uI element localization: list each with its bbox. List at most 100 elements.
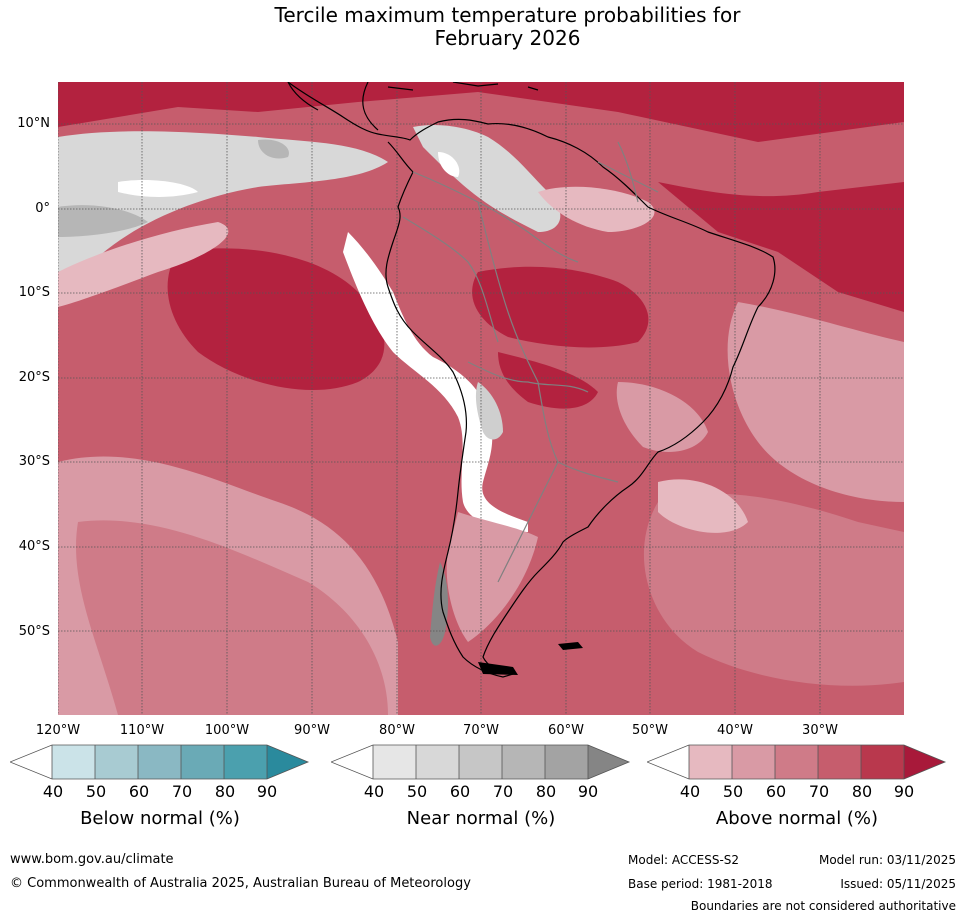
country-borders [402, 141, 659, 583]
lon-label-60w: 60°W [548, 723, 584, 738]
lat-label-20s: 20°S [18, 370, 50, 385]
near-tick-90: 90 [577, 782, 599, 801]
field-light-atlantic-2 [658, 479, 748, 533]
near-swatch-40-50 [373, 745, 416, 779]
above-tick-40: 40 [679, 782, 701, 801]
tierra-del-fuego [478, 662, 518, 675]
above-tick-80: 80 [851, 782, 873, 801]
below-tick-40: 40 [42, 782, 64, 801]
lon-label-120w: 120°W [35, 723, 81, 738]
above-swatch-lt40 [647, 745, 689, 779]
colorbar-below-normal [10, 744, 310, 780]
footer-disclaimer: Boundaries are not considered authoritat… [690, 899, 956, 913]
field-dark-northeast [658, 182, 904, 312]
below-normal-caption: Below normal (%) [80, 808, 240, 829]
above-tick-70: 70 [808, 782, 830, 801]
lat-label-10s: 10°S [18, 285, 50, 300]
field-white-pacific [118, 180, 198, 197]
above-tick-90: 90 [893, 782, 915, 801]
below-swatch-70-80 [181, 745, 224, 779]
field-light-brazil-east [616, 382, 708, 452]
above-swatch-80-90 [861, 745, 904, 779]
footer-base-period: Base period: 1981-2018 [628, 877, 773, 891]
near-tick-40: 40 [363, 782, 385, 801]
below-swatch-80-90 [224, 745, 267, 779]
above-swatch-70-80 [818, 745, 861, 779]
below-tick-50: 50 [85, 782, 107, 801]
footer-copyright: © Commonwealth of Australia 2025, Austra… [10, 876, 471, 891]
near-swatch-gt90 [588, 745, 629, 779]
lat-label-0: 0° [35, 201, 50, 216]
above-tick-50: 50 [722, 782, 744, 801]
below-tick-60: 60 [128, 782, 150, 801]
below-tick-90: 90 [256, 782, 278, 801]
map-svg [58, 82, 904, 715]
field-near-normal-north-sa [413, 125, 561, 232]
footer-url[interactable]: www.bom.gov.au/climate [10, 852, 174, 867]
below-swatch-40-50 [52, 745, 95, 779]
near-swatch-70-80 [502, 745, 545, 779]
field-white-north-sa [438, 152, 460, 177]
field-patagonia-grey [430, 562, 448, 646]
below-swatch-gt90 [267, 745, 308, 779]
below-tick-70: 70 [171, 782, 193, 801]
lon-label-70w: 70°W [463, 723, 499, 738]
below-swatch-60-70 [138, 745, 181, 779]
falkland-islands [558, 642, 583, 650]
footer-issued: Issued: 05/11/2025 [840, 877, 956, 891]
near-swatch-50-60 [416, 745, 459, 779]
lon-label-80w: 80°W [379, 723, 415, 738]
caribbean-islands [387, 82, 539, 91]
field-dark-pacific [167, 248, 385, 391]
near-tick-80: 80 [535, 782, 557, 801]
field-mid-pacific-south [76, 520, 388, 715]
lat-label-30s: 30°S [18, 454, 50, 469]
legend-near-normal: 40 50 60 70 80 90 Near normal (%) [331, 742, 631, 842]
field-light-atlantic [727, 302, 904, 502]
field-near-normal-pacific-dark [58, 205, 148, 237]
legend-below-normal: 40 50 60 70 80 90 Below normal (%) [10, 742, 310, 842]
title-line-1: Tercile maximum temperature probabilitie… [274, 3, 741, 27]
map-title: Tercile maximum temperature probabilitie… [0, 4, 965, 50]
lon-label-30w: 30°W [802, 723, 838, 738]
above-swatch-50-60 [732, 745, 775, 779]
probability-map [58, 82, 904, 715]
below-tick-80: 80 [214, 782, 236, 801]
below-swatch-lt40 [10, 745, 52, 779]
lon-label-40w: 40°W [717, 723, 753, 738]
lon-label-100w: 100°W [204, 723, 250, 738]
field-near-normal-pacific [58, 131, 388, 287]
south-america-coastline [287, 82, 776, 678]
footer-model-run: Model run: 03/11/2025 [818, 853, 956, 867]
field-andes-grey [475, 382, 503, 440]
near-tick-70: 70 [492, 782, 514, 801]
near-normal-caption: Near normal (%) [406, 808, 556, 829]
field-dark-central [498, 352, 598, 409]
lat-label-40s: 40°S [18, 539, 50, 554]
above-swatch-60-70 [775, 745, 818, 779]
near-tick-50: 50 [406, 782, 428, 801]
lon-label-50w: 50°W [632, 723, 668, 738]
field-dark-north-band [58, 82, 904, 142]
lat-label-10n: 10°N [17, 116, 50, 131]
lon-label-90w: 90°W [294, 723, 330, 738]
colorbar-above-normal [647, 744, 947, 780]
above-swatch-gt90 [904, 745, 945, 779]
above-normal-caption: Above normal (%) [715, 808, 879, 829]
central-america-coastline [287, 82, 379, 131]
legend-above-normal: 40 50 60 70 80 90 Above normal (%) [647, 742, 947, 842]
lat-label-50s: 50°S [18, 624, 50, 639]
field-dark-amazon [472, 266, 649, 348]
footer-model: Model: ACCESS-S2 [628, 853, 740, 867]
above-swatch-40-50 [689, 745, 732, 779]
field-patagonia-light [446, 512, 538, 642]
field-light-pacific-north [58, 222, 229, 307]
lon-label-110w: 110°W [119, 723, 165, 738]
near-swatch-80-90 [545, 745, 588, 779]
below-swatch-50-60 [95, 745, 138, 779]
above-tick-60: 60 [765, 782, 787, 801]
title-line-2: February 2026 [434, 26, 581, 50]
field-mid-atlantic-south [643, 493, 904, 686]
near-swatch-lt40 [331, 745, 373, 779]
field-near-normal-blob [258, 139, 289, 159]
